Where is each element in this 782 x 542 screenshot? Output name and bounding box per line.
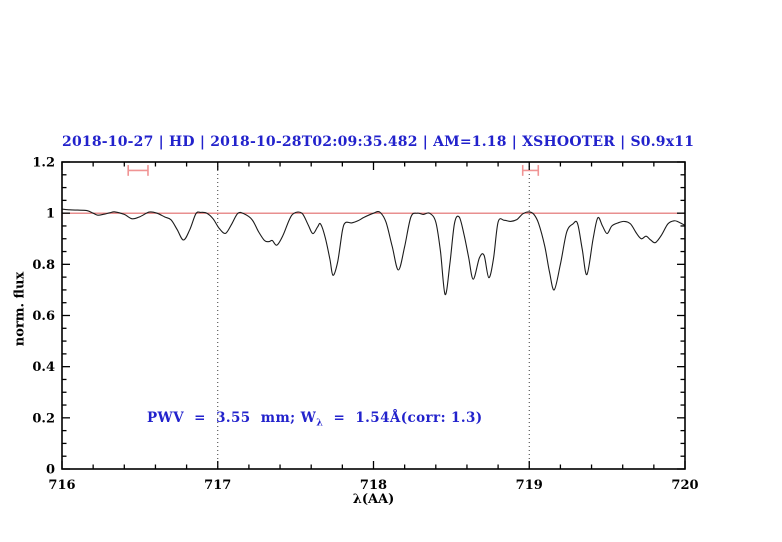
y-tick-label: 0.4 [32, 360, 55, 375]
pwv-annotation: PWV = 3.55 mm; Wλ = 1.54Å(corr: 1.3) [147, 410, 483, 429]
y-tick-label: 0 [46, 463, 55, 478]
y-tick-label: 0.8 [32, 258, 55, 273]
x-tick-label: 718 [360, 478, 387, 493]
y-tick-label: 1.2 [32, 156, 55, 171]
x-axis-label: λ(AA) [352, 492, 395, 507]
pwv-interval-marker [521, 165, 540, 176]
x-tick-label: 720 [671, 478, 698, 493]
x-tick-label: 717 [204, 478, 231, 493]
pwv-interval-marker [127, 165, 149, 176]
y-tick-label: 1 [46, 207, 55, 222]
pwv-annotation-subscript: λ [316, 417, 324, 429]
y-tick-label: 0.2 [32, 411, 55, 426]
y-axis-label: norm. flux [12, 271, 28, 347]
plot-title: 2018-10-27 | HD | 2018-10-28T02:09:35.48… [62, 134, 695, 150]
x-tick-label: 716 [48, 478, 75, 493]
y-tick-label: 0.6 [32, 309, 55, 324]
pwv-annotation-suffix: = 1.54Å(corr: 1.3) [323, 410, 483, 426]
pwv-annotation-prefix: PWV = 3.55 mm; W [147, 410, 317, 426]
spectrum-line [61, 208, 686, 296]
x-tick-label: 719 [516, 478, 543, 493]
